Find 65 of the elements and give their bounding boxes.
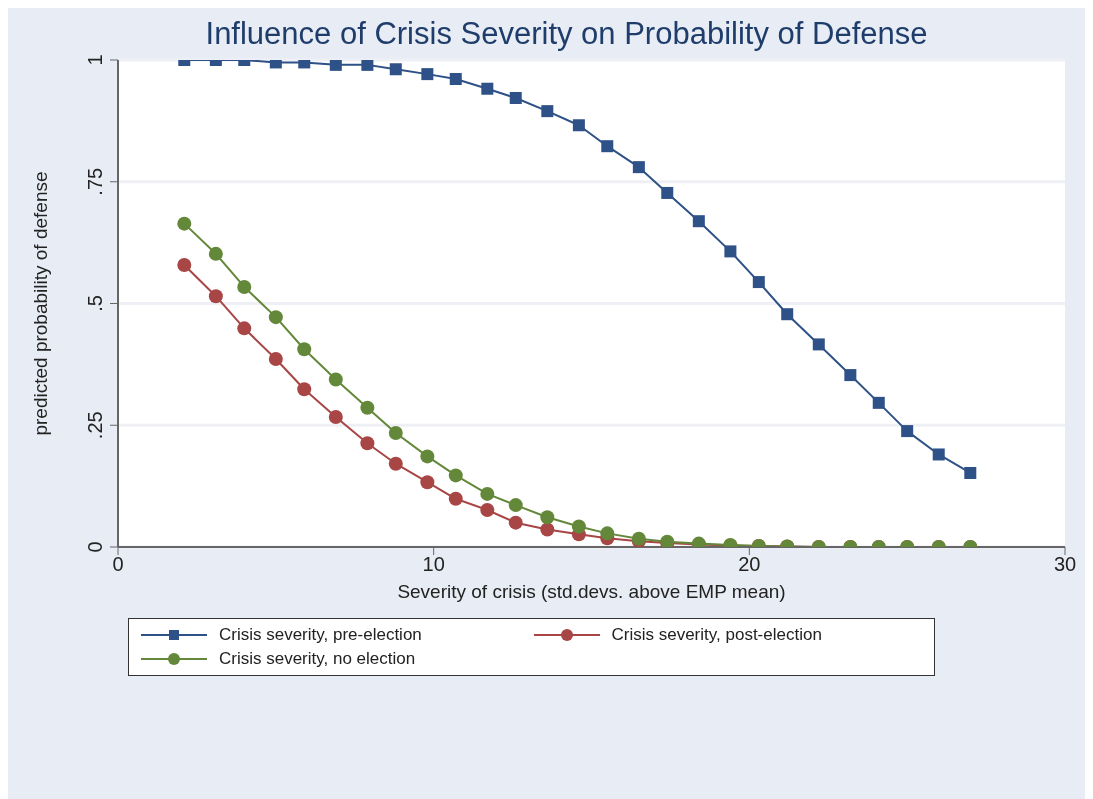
point [812, 338, 825, 351]
point [508, 498, 523, 513]
point [508, 515, 523, 530]
point [448, 491, 463, 506]
y-tick-label: 0 [84, 541, 106, 553]
point [872, 396, 885, 409]
point [781, 308, 794, 321]
point [297, 342, 312, 357]
point [208, 246, 223, 261]
point [420, 475, 435, 490]
point [752, 276, 765, 289]
point [388, 456, 403, 471]
point [572, 119, 585, 132]
y-tick-label: .5 [84, 295, 106, 312]
point [480, 502, 495, 517]
point [329, 60, 342, 71]
chart-title: Influence of Crisis Severity on Probability of Defense [204, 16, 929, 52]
point [421, 68, 434, 81]
point [509, 91, 522, 104]
point [540, 522, 555, 537]
legend-label: Crisis severity, post-election [611, 625, 822, 645]
point [389, 63, 402, 76]
point [297, 382, 312, 397]
point [360, 400, 375, 415]
point [571, 519, 586, 534]
point [632, 161, 645, 174]
y-tick-label: 1 [84, 54, 106, 66]
point [268, 310, 283, 325]
point [237, 279, 252, 294]
x-tick-label: 0 [112, 553, 124, 576]
point [177, 216, 192, 231]
legend-label: Crisis severity, pre-election [219, 625, 422, 645]
point [388, 426, 403, 441]
point [692, 215, 705, 228]
point [420, 449, 435, 464]
point [268, 352, 283, 367]
y-tick-label: .75 [84, 167, 106, 196]
point [901, 425, 914, 438]
point [237, 321, 252, 336]
point [448, 468, 463, 483]
x-axis-title: Severity of crisis (std.devs. above EMP mean) [397, 581, 786, 602]
legend-label: Crisis severity, no election [219, 649, 416, 669]
point [208, 289, 223, 304]
point [328, 372, 343, 387]
x-tick-label: 30 [1053, 553, 1077, 576]
point [724, 245, 737, 258]
point [964, 466, 977, 479]
point [481, 82, 494, 95]
point [361, 60, 374, 71]
x-tick-label: 20 [738, 553, 761, 576]
point [449, 72, 462, 85]
x-tick-label: 10 [422, 553, 445, 576]
point [600, 526, 615, 541]
y-axis-title: predicted probability of defense [29, 171, 51, 436]
point [601, 140, 614, 153]
point [328, 409, 343, 424]
point [360, 436, 375, 451]
point [177, 258, 192, 273]
point [540, 510, 555, 525]
point [932, 448, 945, 461]
y-tick-label: .25 [84, 411, 106, 440]
point [661, 186, 674, 199]
point [541, 105, 554, 118]
point [480, 486, 495, 501]
point [844, 369, 857, 382]
